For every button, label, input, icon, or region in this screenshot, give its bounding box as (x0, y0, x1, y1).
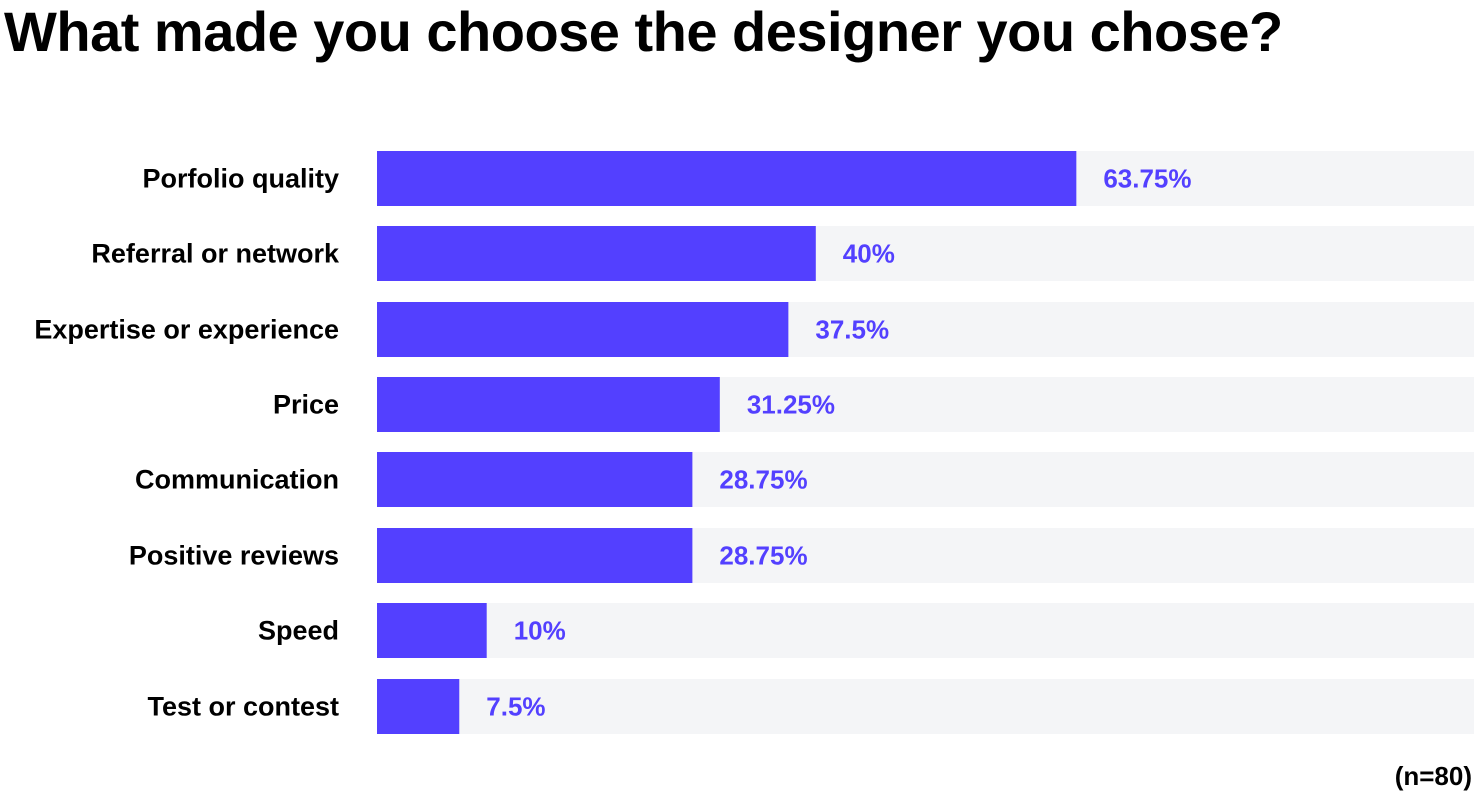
bar (377, 151, 1077, 206)
category-label: Porfolio quality (142, 164, 339, 194)
bar (377, 226, 816, 281)
value-label: 37.5% (815, 315, 889, 345)
category-label: Expertise or experience (34, 315, 339, 345)
category-label: Test or contest (147, 692, 339, 722)
bar (377, 302, 789, 357)
category-label: Price (273, 390, 339, 420)
bar (377, 452, 693, 507)
category-label: Referral or network (91, 239, 340, 269)
sample-size-note: (n=80) (1394, 761, 1472, 791)
value-label: 10% (514, 616, 566, 646)
category-label: Communication (135, 465, 339, 495)
value-label: 40% (843, 239, 895, 269)
category-label: Positive reviews (129, 541, 339, 571)
bar (377, 377, 720, 432)
value-label: 28.75% (719, 465, 807, 495)
bar (377, 603, 487, 658)
bar (377, 528, 693, 583)
value-label: 63.75% (1103, 164, 1191, 194)
value-label: 31.25% (747, 390, 835, 420)
bar-track (377, 679, 1474, 734)
chart-title: What made you choose the designer you ch… (4, 0, 1283, 63)
bar (377, 679, 460, 734)
category-label: Speed (258, 616, 339, 646)
value-label: 7.5% (486, 692, 545, 722)
bar-track (377, 603, 1474, 658)
value-label: 28.75% (719, 541, 807, 571)
